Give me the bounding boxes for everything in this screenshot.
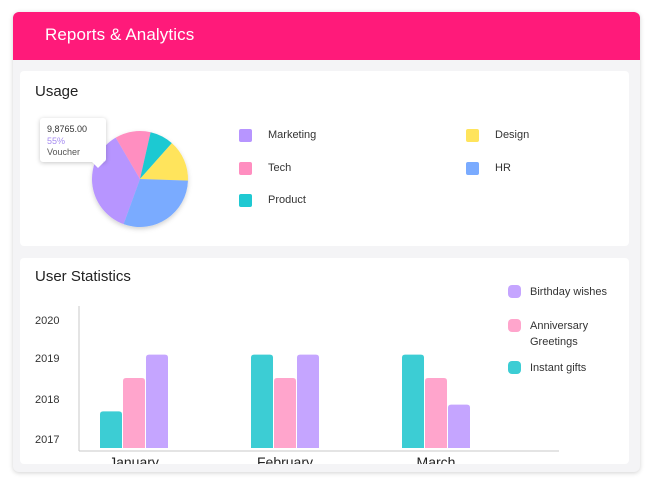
- legend-label-product: Product: [268, 194, 306, 206]
- bar-february-instant-gifts[interactable]: [251, 354, 273, 448]
- pie-tooltip: 9,8765.00 55% Voucher: [40, 118, 106, 168]
- legend-label-design: Design: [495, 129, 530, 141]
- bar-january-anniversary-greetings[interactable]: [123, 378, 145, 448]
- legend-swatch-design: [466, 129, 479, 142]
- user-statistics-title: User Statistics: [35, 268, 131, 285]
- bar-march-birthday-wishes[interactable]: [448, 404, 470, 448]
- tooltip-label: Voucher: [47, 147, 81, 157]
- tooltip-value: 9,8765.00: [47, 124, 88, 134]
- bar-january-birthday-wishes[interactable]: [146, 354, 168, 448]
- bar-february-birthday-wishes[interactable]: [297, 354, 319, 448]
- pie-slice-tech[interactable]: [115, 130, 151, 179]
- tooltip-percent: 55%: [47, 136, 66, 146]
- legend-label-tech: Tech: [268, 162, 292, 174]
- pie-slice-product[interactable]: [140, 132, 172, 179]
- legend-label-hr: HR: [495, 162, 511, 174]
- bar-legend-label-anniversary: Anniversary Greetings: [530, 320, 589, 348]
- bar-legend-label-birthday: Birthday wishes: [530, 286, 608, 298]
- usage-title: Usage: [35, 83, 79, 100]
- bar-legend-label-instant-gifts: Instant gifts: [530, 362, 587, 374]
- pie-slice-design[interactable]: [140, 143, 188, 181]
- legend-swatch-product: [239, 194, 252, 207]
- user-statistics-panel: 2020 2019 2018 2017 January February March Use…: [20, 258, 629, 464]
- legend-swatch-marketing: [239, 129, 252, 142]
- page-title: Reports & Analytics: [45, 25, 195, 44]
- y-tick-2018: 2018: [35, 394, 59, 406]
- x-tick-february: February: [257, 454, 313, 464]
- bar-february-anniversary-greetings[interactable]: [274, 378, 296, 448]
- header-bar: Reports & Analytics: [13, 12, 640, 60]
- bar-january-instant-gifts[interactable]: [100, 411, 122, 448]
- y-tick-2017: 2017: [35, 434, 59, 446]
- user-statistics-bar-chart: 2020 2019 2018 2017 January February March: [35, 306, 559, 464]
- pie-slice-hr[interactable]: [123, 179, 188, 228]
- usage-panel: Usage 9,8765.00 55% Voucher Marketing De…: [20, 71, 629, 246]
- bar-legend-swatch-anniversary: [508, 319, 521, 332]
- y-tick-2019: 2019: [35, 353, 59, 365]
- x-tick-january: January: [109, 454, 159, 464]
- bar-march-instant-gifts[interactable]: [402, 354, 424, 448]
- reports-card: Reports & Analytics Usage 9,8765.00 55% …: [13, 12, 640, 472]
- legend-swatch-hr: [466, 162, 479, 175]
- legend-label-marketing: Marketing: [268, 129, 317, 141]
- legend-swatch-tech: [239, 162, 252, 175]
- bar-legend-swatch-birthday: [508, 285, 521, 298]
- x-tick-march: March: [417, 454, 456, 464]
- y-tick-2020: 2020: [35, 315, 59, 327]
- bar-march-anniversary-greetings[interactable]: [425, 378, 447, 448]
- bar-legend-swatch-instant-gifts: [508, 361, 521, 374]
